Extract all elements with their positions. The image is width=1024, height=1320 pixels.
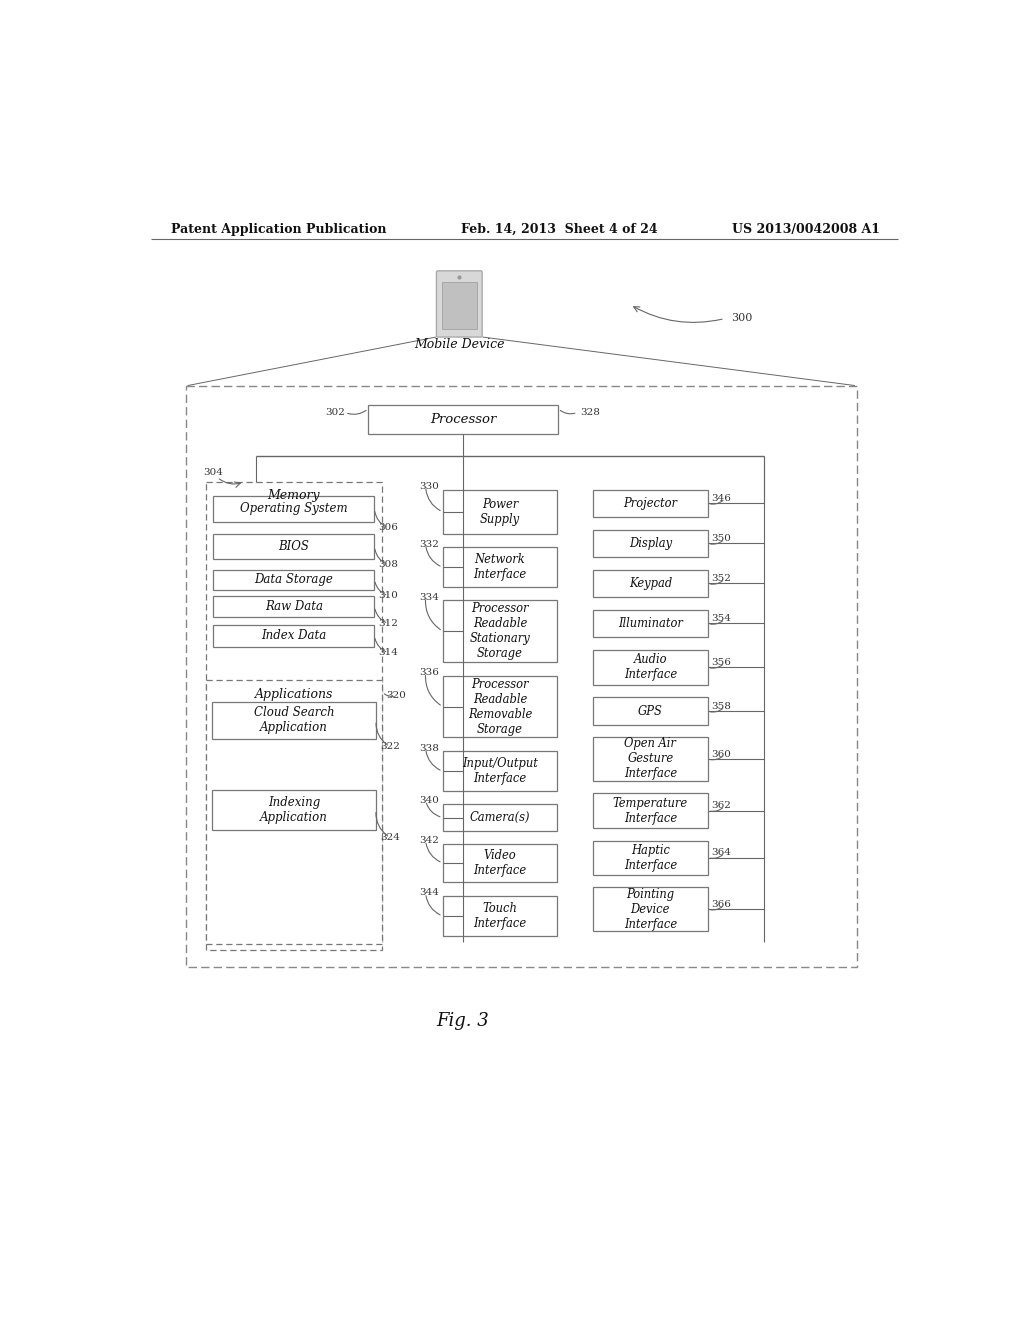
Text: Applications: Applications bbox=[255, 688, 333, 701]
Text: 362: 362 bbox=[712, 801, 731, 810]
Text: US 2013/0042008 A1: US 2013/0042008 A1 bbox=[732, 223, 880, 236]
Bar bbox=[213, 570, 375, 590]
Bar bbox=[593, 738, 708, 780]
Text: GPS: GPS bbox=[638, 705, 663, 718]
Text: 350: 350 bbox=[712, 535, 731, 544]
Text: 312: 312 bbox=[378, 619, 398, 628]
Bar bbox=[186, 385, 856, 966]
Bar bbox=[213, 535, 375, 558]
Text: Video
Interface: Video Interface bbox=[473, 849, 526, 876]
Bar bbox=[442, 548, 557, 587]
Bar bbox=[369, 405, 558, 434]
Text: Camera(s): Camera(s) bbox=[470, 810, 530, 824]
Text: 342: 342 bbox=[419, 836, 438, 845]
Text: Power
Supply: Power Supply bbox=[480, 498, 520, 525]
Bar bbox=[593, 793, 708, 829]
Text: 322: 322 bbox=[380, 742, 399, 751]
Text: Pointing
Device
Interface: Pointing Device Interface bbox=[624, 887, 677, 931]
Text: Keypad: Keypad bbox=[629, 577, 672, 590]
Text: 354: 354 bbox=[712, 614, 731, 623]
Text: Display: Display bbox=[629, 537, 672, 550]
Text: Network
Interface: Network Interface bbox=[473, 553, 526, 581]
Bar bbox=[206, 681, 382, 944]
FancyBboxPatch shape bbox=[436, 271, 482, 337]
Bar bbox=[213, 496, 375, 521]
Text: 310: 310 bbox=[378, 591, 398, 601]
Bar bbox=[213, 595, 375, 618]
Bar bbox=[593, 610, 708, 638]
Text: 324: 324 bbox=[380, 833, 399, 842]
Text: 344: 344 bbox=[419, 888, 438, 898]
Bar bbox=[593, 841, 708, 874]
Bar bbox=[593, 649, 708, 685]
Text: 356: 356 bbox=[712, 659, 731, 667]
Text: 306: 306 bbox=[378, 524, 398, 532]
Text: Processor
Readable
Stationary
Storage: Processor Readable Stationary Storage bbox=[470, 602, 530, 660]
Text: Data Storage: Data Storage bbox=[254, 573, 333, 586]
Text: Patent Application Publication: Patent Application Publication bbox=[171, 223, 386, 236]
Text: Memory: Memory bbox=[267, 490, 321, 502]
Text: 364: 364 bbox=[712, 849, 731, 858]
Bar bbox=[442, 896, 557, 936]
Bar bbox=[442, 601, 557, 663]
Bar bbox=[213, 626, 375, 647]
Bar bbox=[442, 490, 557, 535]
Bar bbox=[206, 482, 382, 950]
Bar bbox=[593, 490, 708, 517]
Text: 302: 302 bbox=[326, 408, 345, 417]
Text: 314: 314 bbox=[378, 648, 398, 657]
Text: 352: 352 bbox=[712, 574, 731, 583]
Bar bbox=[442, 804, 557, 832]
Text: Temperature
Interface: Temperature Interface bbox=[612, 796, 688, 825]
Text: BIOS: BIOS bbox=[279, 540, 309, 553]
Text: Mobile Device: Mobile Device bbox=[414, 338, 505, 351]
Text: 338: 338 bbox=[419, 743, 438, 752]
Text: 328: 328 bbox=[580, 408, 600, 417]
Text: 320: 320 bbox=[386, 692, 406, 701]
Text: 366: 366 bbox=[712, 900, 731, 909]
Text: Feb. 14, 2013  Sheet 4 of 24: Feb. 14, 2013 Sheet 4 of 24 bbox=[461, 223, 657, 236]
Text: Projector: Projector bbox=[624, 496, 677, 510]
Text: 300: 300 bbox=[731, 313, 753, 323]
Bar bbox=[442, 843, 557, 882]
Text: 358: 358 bbox=[712, 702, 731, 711]
Text: Open Air
Gesture
Interface: Open Air Gesture Interface bbox=[624, 738, 677, 780]
Text: Index Data: Index Data bbox=[261, 630, 327, 643]
Text: Haptic
Interface: Haptic Interface bbox=[624, 843, 677, 871]
Bar bbox=[442, 281, 477, 330]
Text: Fig. 3: Fig. 3 bbox=[436, 1012, 489, 1030]
Text: Processor: Processor bbox=[430, 413, 497, 426]
Text: 308: 308 bbox=[378, 561, 398, 569]
Text: 360: 360 bbox=[712, 750, 731, 759]
Text: Audio
Interface: Audio Interface bbox=[624, 653, 677, 681]
Text: 340: 340 bbox=[419, 796, 438, 805]
Text: Cloud Search
Application: Cloud Search Application bbox=[254, 706, 334, 734]
Text: 330: 330 bbox=[419, 482, 438, 491]
Bar bbox=[593, 697, 708, 725]
Text: 332: 332 bbox=[419, 540, 438, 549]
Text: 304: 304 bbox=[203, 469, 223, 477]
Text: 334: 334 bbox=[419, 593, 438, 602]
Text: Input/Output
Interface: Input/Output Interface bbox=[462, 758, 538, 785]
Text: 346: 346 bbox=[712, 494, 731, 503]
Bar bbox=[593, 529, 708, 557]
Text: Indexing
Application: Indexing Application bbox=[260, 796, 328, 824]
Text: Operating System: Operating System bbox=[240, 502, 348, 515]
Bar bbox=[212, 702, 376, 739]
Text: Raw Data: Raw Data bbox=[265, 601, 323, 612]
Bar bbox=[212, 789, 376, 830]
Bar bbox=[442, 676, 557, 738]
Text: Touch
Interface: Touch Interface bbox=[473, 902, 526, 931]
Bar bbox=[442, 751, 557, 792]
Text: Illuminator: Illuminator bbox=[617, 616, 683, 630]
Bar bbox=[593, 887, 708, 932]
Text: 336: 336 bbox=[419, 668, 438, 677]
Text: Processor
Readable
Removable
Storage: Processor Readable Removable Storage bbox=[468, 677, 532, 735]
Bar bbox=[593, 570, 708, 597]
